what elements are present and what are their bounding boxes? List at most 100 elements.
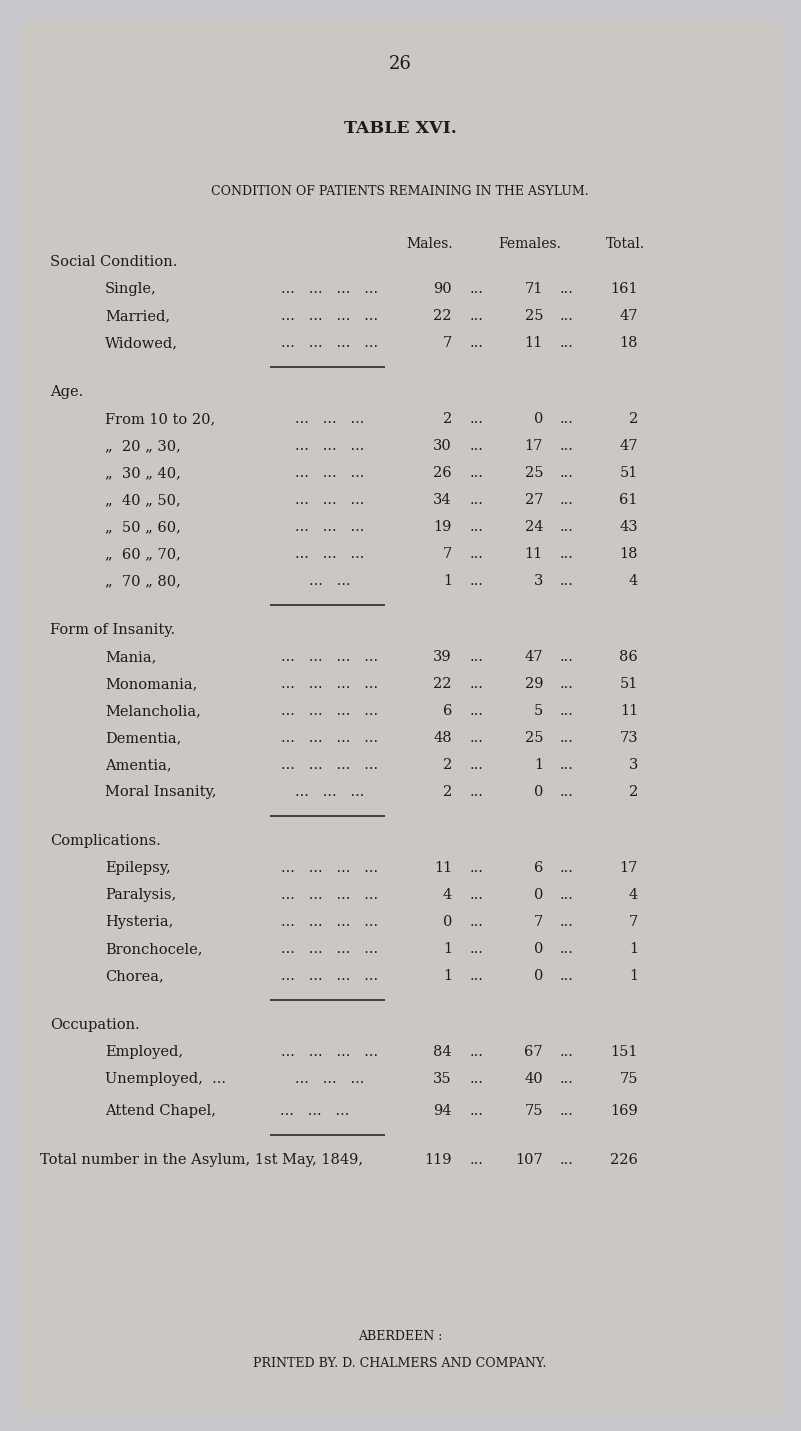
Text: ...: ... (470, 914, 484, 929)
Text: ...   ...   ...: ... ... ... (296, 519, 364, 534)
Text: Epilepsy,: Epilepsy, (105, 861, 171, 874)
Text: 17: 17 (525, 439, 543, 454)
Text: ...   ...   ...   ...: ... ... ... ... (281, 942, 379, 956)
Text: 1: 1 (629, 942, 638, 956)
Text: 67: 67 (525, 1045, 543, 1059)
Text: Total.: Total. (606, 238, 645, 250)
Text: 30: 30 (433, 439, 452, 454)
Text: 75: 75 (619, 1072, 638, 1086)
Text: „  60 „ 70,: „ 60 „ 70, (105, 547, 181, 561)
Text: ...: ... (470, 942, 484, 956)
Text: ...: ... (470, 282, 484, 296)
Text: ...   ...   ...: ... ... ... (296, 412, 364, 426)
Text: 34: 34 (433, 494, 452, 507)
Text: Social Condition.: Social Condition. (50, 255, 177, 269)
Text: Bronchocele,: Bronchocele, (105, 942, 203, 956)
Text: ...   ...   ...   ...: ... ... ... ... (281, 309, 379, 323)
Text: 226: 226 (610, 1153, 638, 1168)
Text: 7: 7 (443, 336, 452, 351)
Text: 71: 71 (525, 282, 543, 296)
Text: 35: 35 (433, 1072, 452, 1086)
Text: ...   ...   ...: ... ... ... (296, 786, 364, 798)
Text: ...: ... (470, 650, 484, 664)
Text: ...   ...   ...: ... ... ... (280, 1103, 350, 1118)
Text: Unemployed,  ...: Unemployed, ... (105, 1072, 226, 1086)
Text: Paralysis,: Paralysis, (105, 889, 176, 902)
Text: Hysteria,: Hysteria, (105, 914, 173, 929)
Text: 0: 0 (533, 969, 543, 983)
Text: 51: 51 (620, 677, 638, 691)
Text: 24: 24 (525, 519, 543, 534)
Text: ...   ...: ... ... (309, 574, 351, 588)
Text: ...: ... (470, 861, 484, 874)
Text: 0: 0 (533, 412, 543, 426)
Text: 6: 6 (533, 861, 543, 874)
Text: ...   ...   ...   ...: ... ... ... ... (281, 861, 379, 874)
Text: Employed,: Employed, (105, 1045, 183, 1059)
Text: 86: 86 (619, 650, 638, 664)
Text: „  20 „ 30,: „ 20 „ 30, (105, 439, 181, 454)
Text: Chorea,: Chorea, (105, 969, 163, 983)
Text: Single,: Single, (105, 282, 157, 296)
Text: 18: 18 (619, 547, 638, 561)
Text: 2: 2 (443, 412, 452, 426)
Text: 0: 0 (443, 914, 452, 929)
Text: 4: 4 (629, 574, 638, 588)
Text: „  40 „ 50,: „ 40 „ 50, (105, 494, 181, 507)
Text: Form of Insanity.: Form of Insanity. (50, 622, 175, 637)
Text: ...: ... (560, 467, 574, 479)
Text: 2: 2 (443, 786, 452, 798)
Text: Mania,: Mania, (105, 650, 156, 664)
Text: ...: ... (470, 889, 484, 902)
Text: ...: ... (470, 758, 484, 771)
Text: ...: ... (560, 677, 574, 691)
Text: Age.: Age. (50, 385, 83, 399)
Text: 0: 0 (533, 889, 543, 902)
Text: „  30 „ 40,: „ 30 „ 40, (105, 467, 181, 479)
Text: 17: 17 (620, 861, 638, 874)
Text: 3: 3 (629, 758, 638, 771)
Text: ...   ...   ...: ... ... ... (296, 1072, 364, 1086)
Text: ...: ... (560, 494, 574, 507)
Text: ...: ... (470, 467, 484, 479)
Text: 94: 94 (433, 1103, 452, 1118)
Text: ...: ... (560, 547, 574, 561)
Text: 0: 0 (533, 942, 543, 956)
Text: ...   ...   ...   ...: ... ... ... ... (281, 336, 379, 351)
Text: ...: ... (470, 677, 484, 691)
Text: ...: ... (470, 574, 484, 588)
Text: 25: 25 (525, 731, 543, 746)
Text: ...: ... (470, 1072, 484, 1086)
Text: 7: 7 (629, 914, 638, 929)
Text: Complications.: Complications. (50, 834, 161, 849)
Text: ...: ... (470, 1153, 484, 1168)
Text: 107: 107 (515, 1153, 543, 1168)
Text: Attend Chapel,: Attend Chapel, (105, 1103, 216, 1118)
Text: ...: ... (560, 786, 574, 798)
Text: ...: ... (470, 412, 484, 426)
Text: ...: ... (560, 969, 574, 983)
Text: From 10 to 20,: From 10 to 20, (105, 412, 215, 426)
Text: 47: 47 (619, 439, 638, 454)
Text: 7: 7 (533, 914, 543, 929)
Text: ...   ...   ...   ...: ... ... ... ... (281, 889, 379, 902)
Text: ...   ...   ...   ...: ... ... ... ... (281, 282, 379, 296)
Text: ...: ... (470, 731, 484, 746)
Text: 47: 47 (619, 309, 638, 323)
Text: ...   ...   ...   ...: ... ... ... ... (281, 704, 379, 718)
Text: Dementia,: Dementia, (105, 731, 181, 746)
Text: 73: 73 (619, 731, 638, 746)
Text: Females.: Females. (498, 238, 562, 250)
Text: 1: 1 (443, 942, 452, 956)
Text: ...: ... (470, 336, 484, 351)
Text: ...: ... (560, 1103, 574, 1118)
Text: ...   ...   ...: ... ... ... (296, 439, 364, 454)
Text: 151: 151 (610, 1045, 638, 1059)
Text: Amentia,: Amentia, (105, 758, 171, 771)
Text: ...: ... (560, 704, 574, 718)
Text: ...: ... (560, 412, 574, 426)
Text: ...: ... (470, 1103, 484, 1118)
Text: ...: ... (560, 942, 574, 956)
FancyBboxPatch shape (30, 30, 771, 1401)
Text: ...: ... (470, 439, 484, 454)
